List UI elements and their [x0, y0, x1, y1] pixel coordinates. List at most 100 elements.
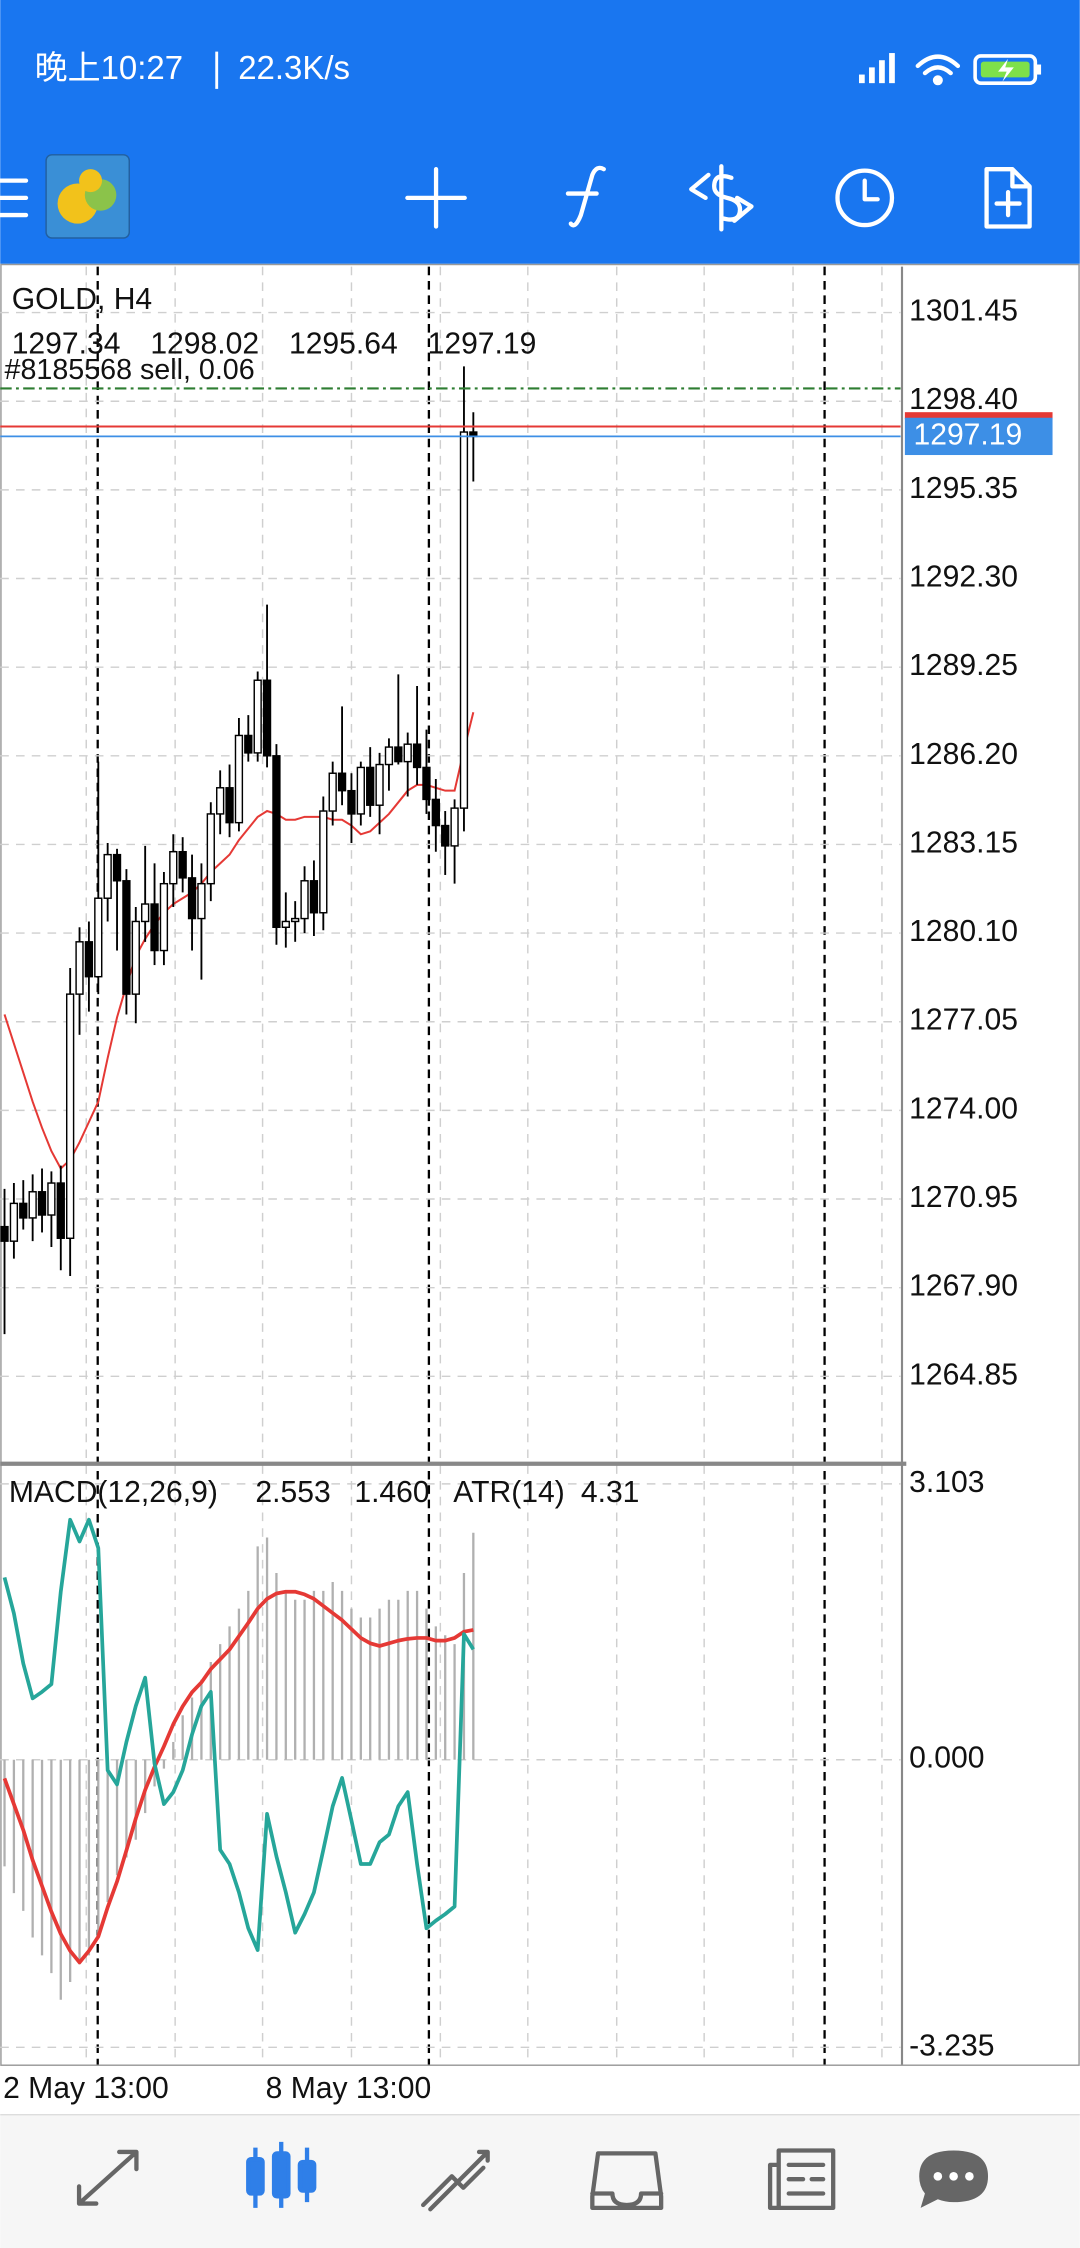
- candle-body: [459, 431, 469, 809]
- candle-body: [244, 734, 253, 754]
- status-speed: 22.3K/s: [238, 49, 350, 86]
- candle-body: [169, 851, 178, 885]
- indicator-legend: MACD(12,26,9): [9, 1476, 218, 1509]
- candle-body: [197, 882, 206, 920]
- candle-body: [262, 679, 272, 757]
- candle-body: [309, 880, 319, 914]
- bid-label-box: [904, 417, 1053, 456]
- candle-body: [225, 787, 234, 824]
- candle-body: [375, 763, 384, 806]
- vertical-grid: [85, 266, 883, 2065]
- candle-body: [141, 903, 150, 923]
- indicator-line: [2, 1589, 474, 1965]
- candle-body: [412, 743, 422, 769]
- ohlc-value: 1295.64: [289, 327, 398, 360]
- candle-body: [272, 755, 281, 928]
- wifi-icon: [915, 54, 961, 86]
- candle-body: [131, 920, 140, 995]
- quotes-tab[interactable]: [76, 2149, 139, 2206]
- y-tick-label: -3.235: [909, 2029, 994, 2062]
- signal-icon: [858, 53, 895, 84]
- candle-body: [9, 1202, 19, 1242]
- x-tick-label: 2 May 13:00: [3, 2072, 169, 2105]
- trade-button[interactable]: [689, 164, 754, 232]
- period-button[interactable]: [835, 168, 895, 228]
- indicator-legend: 4.31: [581, 1476, 640, 1509]
- y-tick-label: 1274.00: [909, 1092, 1018, 1125]
- app-logo[interactable]: [45, 154, 130, 239]
- menu-button[interactable]: [0, 178, 29, 218]
- status-time: 晚上10:27: [35, 49, 183, 86]
- chat-tab[interactable]: [919, 2150, 989, 2208]
- candle-body: [206, 813, 215, 885]
- indicator-legend: 2.553: [255, 1476, 330, 1509]
- indicator-line: [2, 1517, 475, 1952]
- order-label: #8185568 sell, 0.06: [5, 354, 255, 386]
- candle-body: [150, 903, 159, 952]
- candle-body: [187, 877, 197, 920]
- app-header: [0, 0, 1080, 264]
- history-tab[interactable]: [590, 2151, 664, 2211]
- y-tick-label: 1298.40: [909, 383, 1018, 416]
- candle-body: [84, 941, 94, 978]
- y-tick-label: 1295.35: [909, 472, 1018, 505]
- candle-body: [291, 917, 300, 923]
- candle-body: [65, 993, 75, 1239]
- candle-body: [37, 1191, 47, 1216]
- candle-body: [281, 920, 290, 928]
- y-tick-label: 1289.25: [909, 649, 1018, 682]
- candle-body: [422, 766, 431, 801]
- candle-body: [347, 789, 356, 815]
- candle-body: [403, 743, 412, 763]
- y-tick-label: 1277.05: [909, 1004, 1018, 1037]
- news-tab[interactable]: [767, 2148, 836, 2211]
- candle-body: [300, 880, 309, 920]
- moving-average: [3, 711, 475, 1171]
- candle-body: [431, 798, 440, 827]
- new-order-button[interactable]: [984, 167, 1032, 229]
- y-tick-label: 1270.95: [909, 1181, 1018, 1214]
- chart-tab[interactable]: [246, 2141, 317, 2208]
- candle-body: [178, 851, 187, 879]
- candle-body: [19, 1202, 28, 1219]
- ohlc-value: 1298.02: [150, 327, 259, 360]
- battery-icon: [973, 54, 1042, 85]
- indicator-legend: ATR(14): [453, 1476, 564, 1509]
- candle-body: [441, 824, 450, 847]
- candle-body: [356, 766, 365, 815]
- chart-title: GOLD, H4: [12, 283, 152, 316]
- candle-body: [75, 941, 84, 995]
- candle-body: [94, 897, 103, 978]
- ohlc-value: 1297.34: [12, 327, 121, 360]
- candle-body: [216, 787, 225, 815]
- candle-body: [28, 1191, 37, 1219]
- candle-body: [328, 772, 337, 812]
- y-tick-label: 1264.85: [909, 1358, 1018, 1391]
- crosshair-button[interactable]: [405, 167, 467, 229]
- trade-tab[interactable]: [421, 2149, 490, 2212]
- y-tick-label: 1292.30: [909, 560, 1018, 593]
- candle-body: [394, 746, 403, 763]
- y-tick-label: 1280.10: [909, 915, 1018, 948]
- chart-frame: [0, 263, 1080, 2066]
- indicator-legend: 1.460: [354, 1476, 429, 1509]
- indicators-button[interactable]: [565, 165, 606, 228]
- candle-body: [56, 1182, 65, 1239]
- ohlc-value: 1297.19: [428, 327, 537, 360]
- candle-body: [159, 882, 169, 952]
- y-tick-label: 3.103: [909, 1466, 984, 1499]
- candle-body: [103, 853, 112, 899]
- candle-body: [366, 766, 375, 806]
- y-tick-label: 1286.20: [909, 738, 1018, 771]
- y-tick-label: 1283.15: [909, 826, 1018, 859]
- candle-body: [122, 880, 131, 995]
- bottom-nav: [0, 2114, 1080, 2248]
- candle-body: [0, 1225, 9, 1242]
- candle-body: [112, 853, 122, 882]
- ask-marker: [904, 412, 1053, 420]
- bid-label: 1297.19: [913, 418, 1022, 451]
- candle-body: [253, 679, 262, 754]
- x-tick-label: 8 May 13:00: [266, 2072, 432, 2105]
- y-tick-label: 1267.90: [909, 1270, 1018, 1303]
